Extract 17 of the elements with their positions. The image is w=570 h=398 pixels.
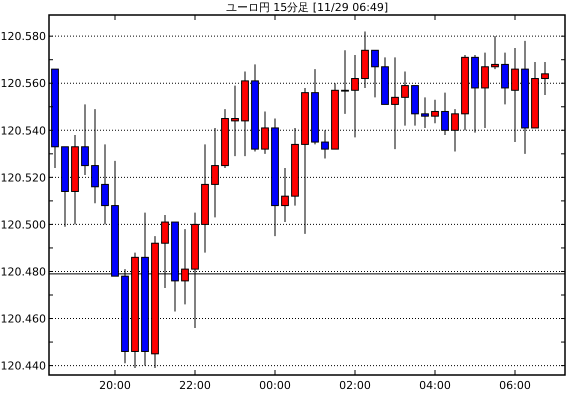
y-tick-label: 120.440 [0, 360, 46, 373]
candlestick [421, 96, 429, 128]
x-tick-label: 00:00 [259, 379, 291, 392]
x-tick-label: 02:00 [339, 379, 371, 392]
chart-title: ユーロ円 15分足 [11/29 06:49] [226, 1, 388, 14]
x-tick-label: 22:00 [179, 379, 211, 392]
candlestick [431, 99, 439, 124]
y-tick-label: 120.580 [0, 30, 46, 44]
y-tick-label: 120.520 [0, 171, 46, 184]
y-tick-label: 120.500 [0, 218, 46, 232]
y-tick-label: 120.460 [0, 312, 46, 326]
x-tick-label: 20:00 [99, 379, 131, 392]
x-tick-label: 06:00 [499, 379, 531, 392]
x-tick-label: 04:00 [419, 379, 451, 392]
y-tick-label: 120.540 [0, 124, 46, 138]
y-tick-label: 120.560 [0, 77, 46, 90]
y-tick-label: 120.480 [0, 265, 46, 278]
